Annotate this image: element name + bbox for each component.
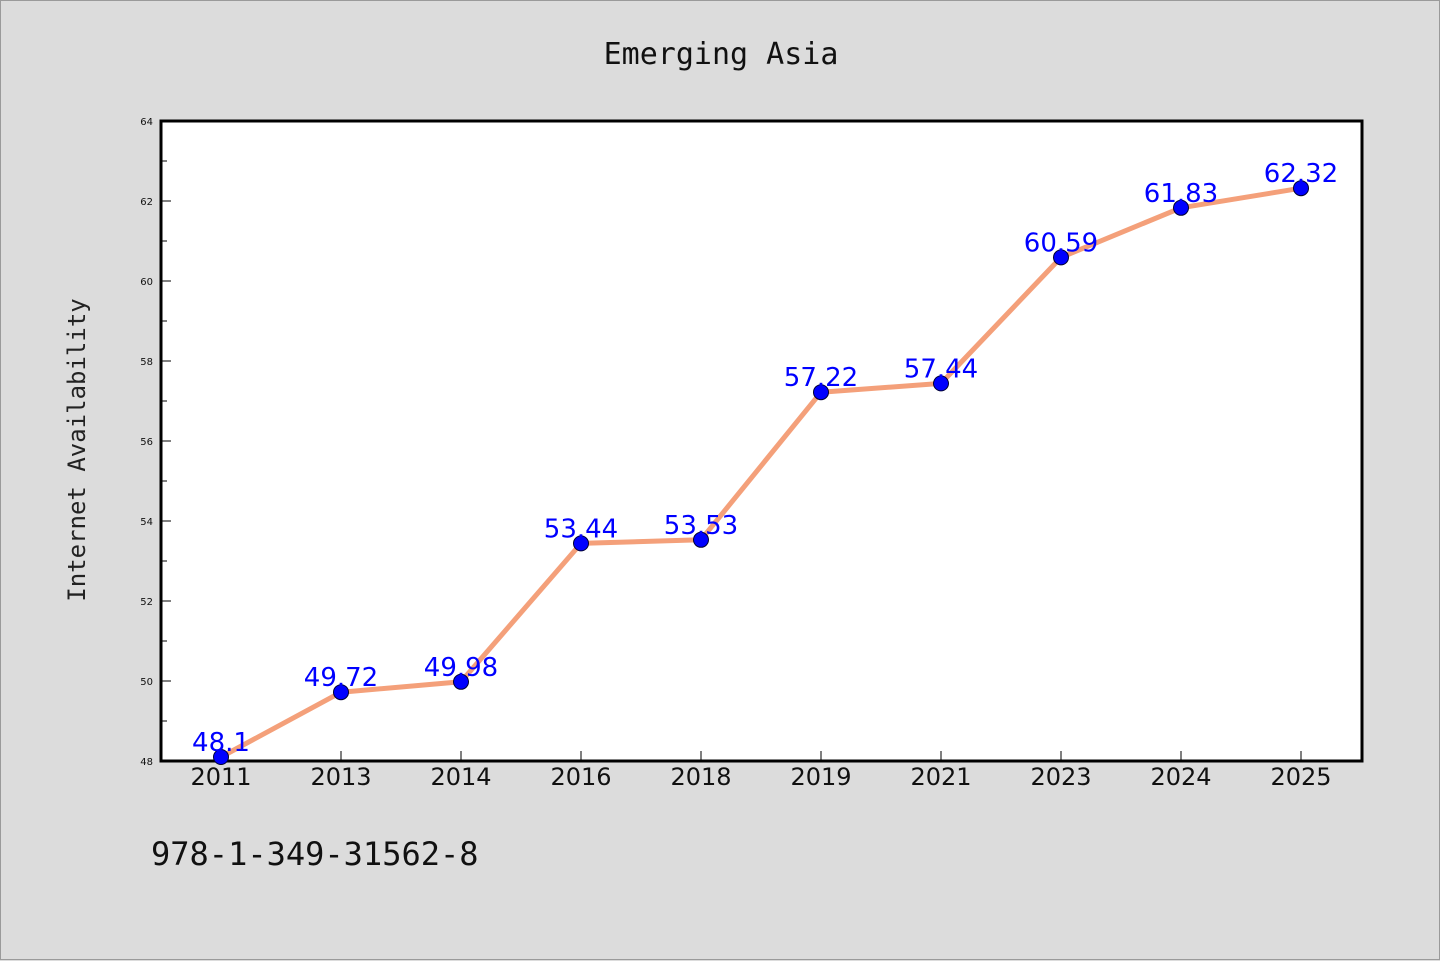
x-tick-label: 2018 bbox=[670, 763, 731, 791]
y-tick-label: 52 bbox=[140, 597, 153, 608]
data-label: 49.98 bbox=[424, 653, 498, 683]
y-tick-label: 62 bbox=[140, 197, 153, 208]
x-axis: 2011 2013 2014 2016 2018 2019 2021 2023 2024 2025 bbox=[190, 751, 1332, 791]
data-point bbox=[813, 384, 829, 401]
x-tick-label: 2025 bbox=[1270, 763, 1331, 791]
y-tick-label: 58 bbox=[140, 357, 153, 368]
y-tick-label: 50 bbox=[140, 677, 153, 688]
x-tick-label: 2019 bbox=[790, 763, 851, 791]
data-point bbox=[693, 531, 709, 548]
data-label: 57.22 bbox=[784, 363, 858, 393]
data-point bbox=[573, 535, 589, 552]
x-tick-label: 2021 bbox=[910, 763, 971, 791]
data-label: 62.32 bbox=[1264, 159, 1338, 189]
plot-area bbox=[159, 119, 1364, 763]
y-tick-label: 60 bbox=[140, 277, 153, 288]
data-label: 48.1 bbox=[192, 728, 250, 758]
data-label: 57.44 bbox=[904, 354, 978, 384]
data-label: 60.59 bbox=[1024, 228, 1098, 258]
y-axis: 48 50 52 54 56 58 60 62 64 bbox=[140, 117, 171, 768]
x-tick-label: 2016 bbox=[550, 763, 611, 791]
x-tick-label: 2013 bbox=[310, 763, 371, 791]
data-point bbox=[213, 749, 229, 765]
data-point bbox=[1173, 199, 1189, 216]
data-label: 49.72 bbox=[304, 663, 378, 693]
x-tick-label: 2014 bbox=[430, 763, 491, 791]
data-point bbox=[1053, 249, 1069, 266]
footnote-isbn: 978-1-349-31562-8 bbox=[151, 835, 479, 873]
data-point bbox=[933, 375, 949, 392]
y-tick-label: 56 bbox=[140, 437, 153, 448]
x-tick-label: 2023 bbox=[1030, 763, 1091, 791]
y-tick-label: 48 bbox=[140, 757, 153, 768]
x-tick-label: 2024 bbox=[1150, 763, 1211, 791]
series-line bbox=[219, 185, 1302, 760]
y-tick-label: 64 bbox=[140, 117, 153, 128]
y-tick-label: 54 bbox=[140, 517, 153, 528]
y-axis-label: Internet Availability bbox=[63, 298, 91, 601]
data-point bbox=[1293, 180, 1309, 197]
chart-title: Emerging Asia bbox=[604, 37, 839, 72]
data-label: 53.44 bbox=[544, 514, 618, 544]
x-tick-label: 2011 bbox=[190, 763, 251, 791]
data-label: 53.53 bbox=[664, 511, 738, 541]
data-label: 61.83 bbox=[1144, 179, 1218, 209]
data-point bbox=[333, 684, 349, 701]
series-line-group: 48.1 49.72 49.98 53.44 53.53 57.22 57.44 60.59 6… bbox=[192, 159, 1338, 765]
data-point bbox=[453, 673, 469, 690]
